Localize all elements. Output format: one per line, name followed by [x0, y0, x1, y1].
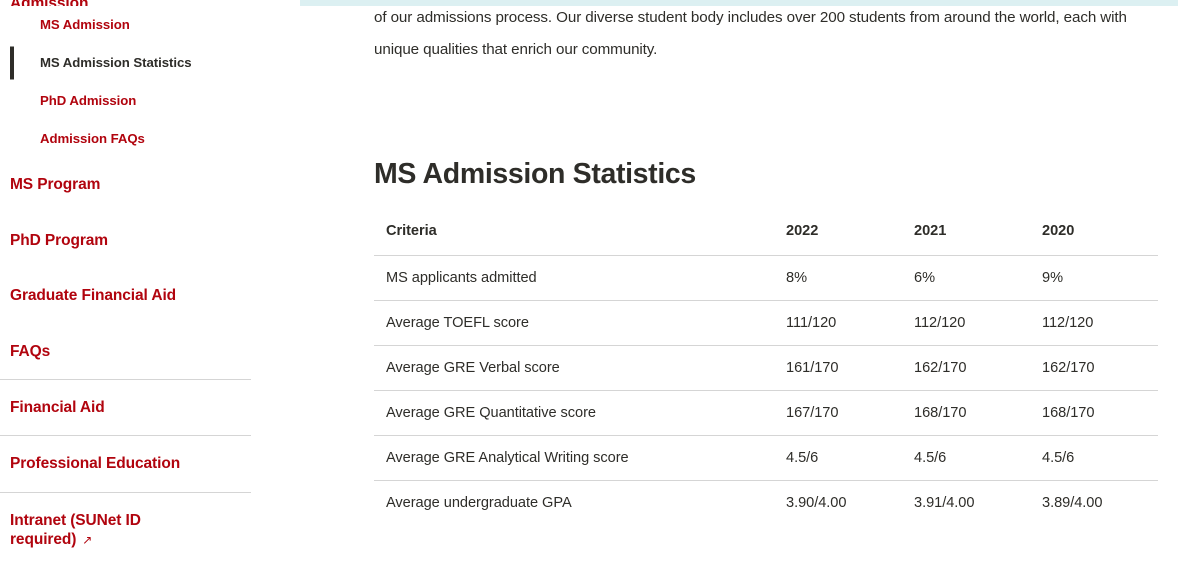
sidebar-item-intranet[interactable]: Intranet (SUNet ID required) ↗ — [0, 493, 180, 567]
sidebar-group-admission: Admission MS Admission MS Admission Stat… — [0, 0, 300, 157]
cell-2020: 3.89/4.00 — [1042, 494, 1103, 511]
cell-2020: 4.5/6 — [1030, 435, 1158, 481]
column-header-2021: 2021 — [902, 222, 1030, 256]
sidebar-item-faqs[interactable]: FAQs — [10, 342, 51, 360]
cell-2022: 111/120 — [774, 300, 902, 346]
sidebar-item-ms-admission[interactable]: MS Admission — [40, 17, 130, 32]
cell-2020: 168/170 — [1030, 390, 1158, 436]
cell-2020: 162/170 — [1030, 345, 1158, 391]
cell-2022: 3.90/4.00 — [786, 494, 847, 511]
cell-2021: 3.91/4.00 — [914, 494, 975, 511]
sidebar-item-phd-admission[interactable]: PhD Admission — [40, 92, 137, 108]
cell-2020: 9% — [1030, 255, 1158, 301]
cell-2021: 168/170 — [902, 390, 1030, 436]
column-header-2020: 2020 — [1030, 222, 1158, 256]
cell-2021: 6% — [902, 255, 1030, 301]
table-row: MS applicants admitted 8% 6% 9% — [374, 255, 1158, 301]
table-row: Average GRE Quantitative score 167/170 1… — [374, 390, 1158, 436]
table-row: Average GRE Analytical Writing score 4.5… — [374, 435, 1158, 481]
cell-2020: 112/120 — [1030, 300, 1158, 346]
cell-2021: 162/170 — [902, 345, 1030, 391]
main-content: of our admissions process. Our diverse s… — [374, 0, 1164, 543]
sidebar-item-professional-education[interactable]: Professional Education — [10, 455, 181, 473]
intro-paragraph: of our admissions process. Our diverse s… — [374, 9, 1127, 58]
sidebar-item-admission[interactable]: Admission — [0, 0, 300, 6]
sidebar-item-graduate-financial-aid[interactable]: Graduate Financial Aid — [10, 287, 177, 305]
sidebar-item-admission-faqs[interactable]: Admission FAQs — [40, 130, 145, 146]
table-row: Average TOEFL score 111/120 112/120 112/… — [374, 300, 1158, 346]
cell-2021: 4.5/6 — [902, 435, 1030, 481]
sidebar-navigation: Admission MS Admission MS Admission Stat… — [0, 0, 300, 548]
cell-criteria: Average GRE Verbal score — [374, 345, 774, 391]
cell-2022: 8% — [774, 255, 902, 301]
cell-criteria: MS applicants admitted — [374, 255, 774, 301]
column-header-2022: 2022 — [774, 222, 902, 256]
cell-criteria: Average GRE Analytical Writing score — [374, 435, 774, 481]
cell-2022: 4.5/6 — [774, 435, 902, 481]
cell-2022: 161/170 — [774, 345, 902, 391]
cell-criteria: Average TOEFL score — [374, 300, 774, 346]
table-row: Average GRE Verbal score 161/170 162/170… — [374, 345, 1158, 391]
cell-2022: 167/170 — [774, 390, 902, 436]
cell-2021: 112/120 — [902, 300, 1030, 346]
table-header-row: Criteria 2022 2021 2020 — [374, 222, 1158, 256]
top-accent-band — [0, 0, 1178, 6]
page-root: Admission MS Admission MS Admission Stat… — [0, 0, 1178, 543]
table-row: Average undergraduate GPA 3.90/4.00 3.91… — [374, 480, 1158, 525]
sidebar-item-ms-program[interactable]: MS Program — [10, 176, 101, 194]
sidebar-item-phd-program[interactable]: PhD Program — [10, 231, 108, 249]
cell-criteria: Average undergraduate GPA — [386, 494, 572, 511]
column-header-criteria: Criteria — [374, 222, 774, 256]
external-link-icon: ↗ — [82, 533, 93, 547]
cell-criteria: Average GRE Quantitative score — [374, 390, 774, 436]
sidebar-item-ms-admission-statistics[interactable]: MS Admission Statistics — [0, 44, 300, 82]
sidebar-divider — [0, 435, 251, 437]
sidebar-item-financial-aid[interactable]: Financial Aid — [10, 398, 105, 416]
admission-statistics-table: Criteria 2022 2021 2020 MS applicants ad… — [374, 222, 1158, 525]
page-title: MS Admission Statistics — [374, 158, 696, 190]
sidebar-divider — [0, 378, 251, 380]
sidebar-divider — [0, 491, 251, 493]
